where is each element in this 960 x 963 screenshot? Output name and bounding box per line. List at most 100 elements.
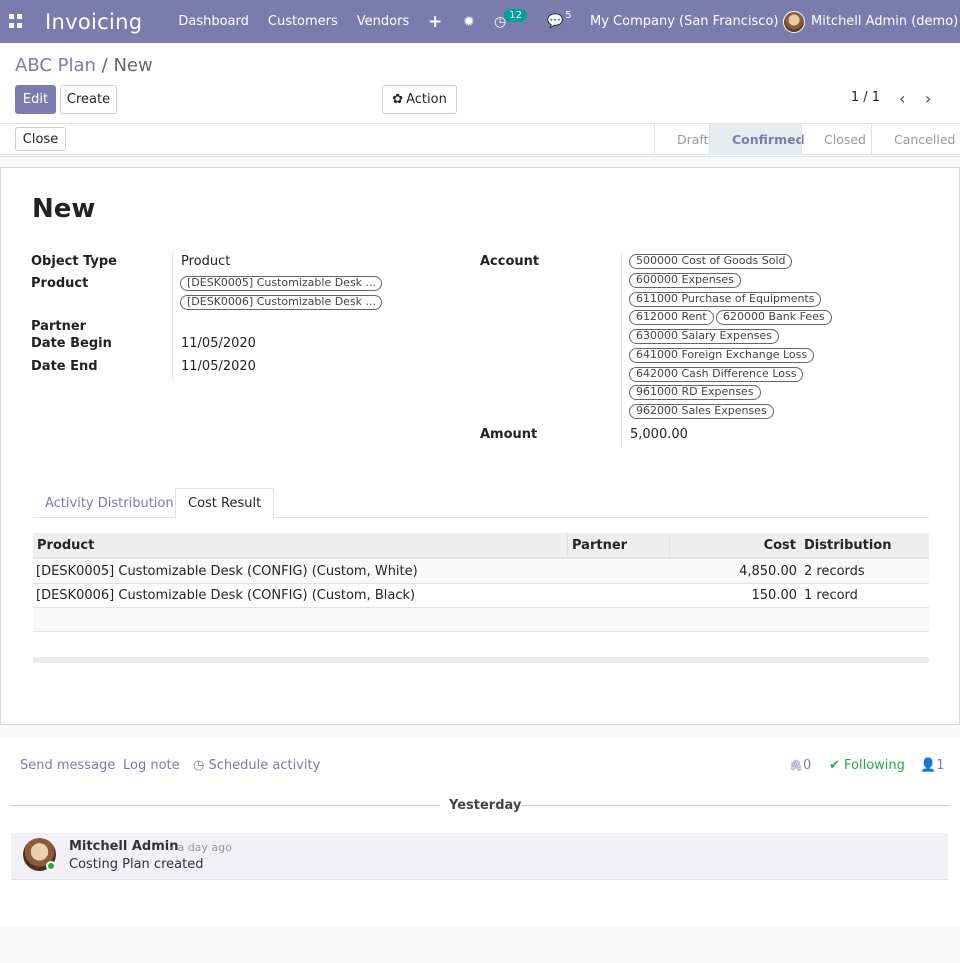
messaging-menu[interactable]: 💬 5 [547,0,572,43]
edit-button[interactable]: Edit [15,85,56,114]
date-begin-label: Date Begin [31,336,112,351]
breadcrumb-parent[interactable]: ABC Plan [15,55,96,76]
stage-draft[interactable]: Draft [654,124,709,155]
stage-confirmed[interactable]: Confirmed [709,124,805,155]
field-divider [621,252,622,448]
paperclip-icon: 🖇 [789,759,803,772]
bug-icon[interactable]: ✹ [463,13,475,30]
separator-line [521,805,949,806]
account-tag[interactable]: 630000 Salary Expenses [629,329,779,344]
close-button[interactable]: Close [15,127,66,151]
account-tag[interactable]: 641000 Foreign Exchange Loss [629,348,815,363]
table-row[interactable]: [DESK0006] Customizable Desk (CONFIG) (C… [33,584,929,608]
top-navbar: Invoicing Dashboard Customers Vendors + … [0,0,960,43]
message-time: - a day ago [170,841,232,854]
column-header-cost[interactable]: Cost [669,533,800,559]
date-begin-value: 11/05/2020 [181,336,256,351]
message-body: Costing Plan created [69,857,204,872]
account-tag[interactable]: 612000 Rent [629,310,714,325]
chatter: Send message Log note ◷ Schedule activit… [0,737,960,927]
following-button[interactable]: ✔ Following [829,758,905,773]
main-menu: Dashboard Customers Vendors [178,14,428,29]
menu-vendors[interactable]: Vendors [356,14,410,29]
object-type-label: Object Type [31,254,117,269]
column-header-product[interactable]: Product [33,533,567,559]
user-avatar [783,10,805,33]
account-tag[interactable]: 961000 RD Expenses [629,385,761,400]
company-switcher[interactable]: My Company (San Francisco) [590,14,779,29]
column-header-distribution[interactable]: Distribution [800,533,929,559]
follower-count: 1 [936,758,945,773]
create-button[interactable]: Create [60,85,117,114]
schedule-activity-label: Schedule activity [208,758,321,773]
account-tag[interactable]: 962000 Sales Expenses [629,404,774,419]
apps-menu-icon[interactable] [9,13,25,30]
message: Mitchell Admin - a day ago Costing Plan … [11,833,948,880]
clock-icon: ◷ [494,13,507,30]
cell-product: [DESK0005] Customizable Desk (CONFIG) (C… [36,564,418,579]
table-row[interactable]: [DESK0005] Customizable Desk (CONFIG) (C… [33,560,929,584]
menu-customers[interactable]: Customers [267,14,338,29]
cell-product: [DESK0006] Customizable Desk (CONFIG) (C… [36,588,416,603]
attachment-count: 0 [802,758,812,773]
account-tag[interactable]: 620000 Bank Fees [716,310,832,325]
object-type-value: Product [181,254,231,269]
cell-distribution[interactable]: 1 record [804,588,858,603]
chat-icon: 💬 [547,14,564,29]
account-tag[interactable]: 600000 Expenses [629,273,741,288]
pager-value[interactable]: 1 / 1 [850,90,880,105]
date-end-label: Date End [31,359,98,374]
form-sheet: New Object Type Product Partner Date Beg… [0,167,960,725]
activity-count-badge: 12 [504,9,527,22]
message-count: 5 [565,10,572,21]
user-menu[interactable]: Mitchell Admin (demo) [783,0,958,43]
account-tag[interactable]: 642000 Cash Difference Loss [629,367,804,382]
table-footer [33,657,929,663]
schedule-activity-button[interactable]: ◷ Schedule activity [193,758,320,773]
record-title: New [32,194,96,224]
date-end-value: 11/05/2020 [181,359,256,374]
cell-distribution[interactable]: 2 records [804,564,865,579]
stage-closed[interactable]: Closed [801,124,871,155]
breadcrumb-separator: / [101,55,114,76]
chevron-left-icon[interactable]: ‹ [899,89,906,108]
clock-icon: ◷ [193,758,209,773]
tab-activity-distribution[interactable]: Activity Distribution [45,496,174,511]
plus-icon[interactable]: + [428,11,443,32]
check-icon: ✔ [829,758,845,773]
breadcrumb-current: New [113,55,153,76]
breadcrumb: ABC Plan / New [15,55,153,76]
field-divider [172,252,173,380]
action-button[interactable]: ✿ Action [382,85,457,114]
activity-menu[interactable]: ◷ 12 [494,0,527,43]
tab-cost-result[interactable]: Cost Result [175,488,275,519]
user-icon: 👤 [920,758,937,773]
amount-value: 5,000.00 [630,427,688,442]
chevron-right-icon[interactable]: › [925,89,932,108]
empty-row [33,608,929,632]
notebook-tabs: Activity Distribution Cost Result [33,488,929,519]
log-note-button[interactable]: Log note [123,758,180,773]
stage-pipeline: Draft Confirmed Closed Cancelled [654,124,960,155]
account-tag[interactable]: 500000 Cost of Goods Sold [629,254,793,269]
product-tag[interactable]: [DESK0005] Customizable Desk ... [180,276,382,291]
product-label: Product [31,276,89,291]
account-label: Account [480,254,540,269]
menu-dashboard[interactable]: Dashboard [178,14,249,29]
user-name: Mitchell Admin (demo) [811,14,959,29]
following-label: Following [844,758,905,773]
message-author[interactable]: Mitchell Admin [69,839,179,854]
status-bar: Close Draft Confirmed Closed Cancelled [0,123,960,155]
stage-cancelled[interactable]: Cancelled [871,124,960,155]
partner-label: Partner [31,319,87,334]
column-header-partner[interactable]: Partner [567,533,669,559]
account-tag[interactable]: 611000 Purchase of Equipments [629,292,822,307]
followers-button[interactable]: 👤1 [920,758,944,773]
gear-icon: ✿ [392,92,404,107]
amount-label: Amount [480,427,538,442]
product-tag[interactable]: [DESK0006] Customizable Desk ... [180,295,382,310]
app-name[interactable]: Invoicing [45,9,143,34]
separator-line [11,805,440,806]
attachments-button[interactable]: 🖇0 [789,758,811,773]
send-message-button[interactable]: Send message [20,758,116,773]
